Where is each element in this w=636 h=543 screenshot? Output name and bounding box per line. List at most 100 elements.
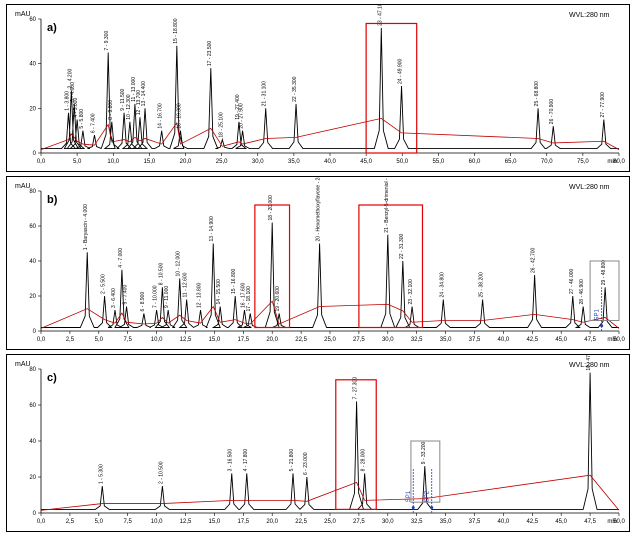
xaxis-label: min: [607, 337, 617, 343]
peak-label: 27 - 46.000: [569, 268, 575, 294]
peak-label: 17 - 23.500: [207, 41, 213, 67]
xtick-label: 60,0: [469, 159, 481, 165]
xtick-label: 5,0: [95, 519, 104, 525]
xtick-label: 40,0: [324, 159, 336, 165]
peak-label: 22 - 31.300: [399, 233, 405, 259]
ytick-label: 20: [29, 106, 36, 112]
panel-c: c)mAUWVL:280 nm0,02,55,07,510,012,515,01…: [6, 354, 630, 532]
peak-label: 2 - 5.500: [101, 274, 107, 294]
peak-label: 8 - 10.500: [158, 263, 164, 286]
peak-label: 6 - 23.000: [303, 452, 309, 475]
xtick-label: 45,0: [555, 337, 567, 343]
peak-label: 13 - 14.900: [209, 216, 215, 242]
xtick-label: 17,5: [237, 519, 249, 525]
ytick-label: 40: [29, 259, 36, 265]
xtick-label: 55,0: [433, 159, 445, 165]
peak-label: 24 - 49.900: [398, 58, 404, 84]
xtick-label: 47,5: [584, 337, 596, 343]
xtick-label: 45,0: [360, 159, 372, 165]
xaxis-label: min: [607, 519, 617, 525]
peak-label: 19 - 20.600: [275, 286, 281, 312]
peak-label: 23 - 47.100: [377, 5, 383, 26]
xtick-label: 30,0: [382, 519, 394, 525]
peak-label: 24 - 34.800: [439, 272, 445, 298]
ytick-label: 60: [29, 403, 36, 409]
ytick-label: 20: [29, 294, 36, 300]
xtick-label: 40,0: [498, 337, 510, 343]
trace-main: [41, 373, 619, 510]
ytick-label: 80: [29, 367, 36, 373]
peak-label: 3 - 6.400: [111, 288, 117, 308]
peak-label: 26 - 42.700: [531, 247, 537, 273]
xtick-label: 20,0: [180, 159, 192, 165]
xtick-label: 17,5: [237, 337, 249, 343]
peak-label: 10 - 12.000: [176, 251, 182, 277]
xtick-label: 0,0: [37, 159, 46, 165]
xtick-label: 45,0: [555, 519, 567, 525]
panel-label: a): [47, 22, 57, 34]
peak-label: 9 - 11.000: [164, 286, 170, 308]
xtick-label: 5,0: [95, 337, 104, 343]
trace-secondary: [41, 475, 619, 510]
chromatogram-a: a)mAUWVL:280 nm0,05,010,015,020,025,030,…: [7, 5, 629, 171]
peak-label: 27 - 77.900: [600, 92, 606, 118]
ytick-label: 20: [29, 475, 36, 481]
peak-label: 2 - 10.500: [158, 461, 164, 484]
ytick-label: 60: [29, 224, 36, 230]
peak-label: 23 - 32.100: [408, 279, 414, 305]
xtick-label: 15,0: [209, 519, 221, 525]
xtick-label: 47,5: [584, 519, 596, 525]
peak-label: 11 - 12.600: [183, 272, 189, 297]
xtick-label: 22,5: [295, 337, 307, 343]
peak-label: 5 - 21.800: [289, 449, 295, 472]
xtick-label: 42,5: [526, 519, 538, 525]
xtick-label: 10,0: [151, 519, 163, 525]
wavelength-label: WVL:280 nm: [569, 12, 610, 19]
xtick-label: 22,5: [295, 519, 307, 525]
xtick-label: 40,0: [498, 519, 510, 525]
peak-label: 18 - 20.000: [268, 195, 274, 221]
peak-label: 1 - Baryascin - 4.000: [83, 204, 89, 250]
peak-label: 3 - 16.500: [228, 449, 234, 472]
xtick-label: 12,5: [180, 337, 192, 343]
peak-label: 17 - 18.100: [246, 286, 252, 312]
spike-label: SP1: [595, 308, 601, 320]
peak-label: 21 - 31.100: [262, 81, 268, 107]
peak-label: 13 - 14.400: [141, 81, 147, 107]
xtick-label: 75,0: [577, 159, 589, 165]
xtick-label: 37,5: [469, 337, 481, 343]
peak-label: 6 - 7.400: [90, 113, 96, 133]
xtick-label: 27,5: [353, 519, 365, 525]
peak-label: 10 - 47.500: [586, 355, 592, 371]
xtick-label: 0,0: [37, 337, 46, 343]
highlight-box: [359, 205, 423, 328]
xtick-label: 65,0: [505, 159, 517, 165]
peak-label: 25 - 68.800: [534, 81, 540, 107]
peak-label: 8 - 9.800: [108, 100, 114, 120]
ytick-label: 0: [33, 329, 37, 335]
peak-label: 5 - 7.400: [123, 285, 129, 305]
yaxis-label: mAU: [15, 361, 31, 368]
xtick-label: 25,0: [216, 159, 228, 165]
peak-label: 18 - 25.100: [218, 112, 224, 138]
xtick-label: 27,5: [353, 337, 365, 343]
xtick-label: 32,5: [411, 519, 423, 525]
peak-label: 1 - 5.300: [98, 464, 104, 484]
yaxis-label: mAU: [15, 11, 31, 18]
xtick-label: 35,0: [288, 159, 300, 165]
peak-label: 9 - 33.200: [421, 441, 427, 464]
peak-label: 7 - 9.300: [104, 31, 110, 51]
peak-label: 28 - 46.900: [579, 279, 585, 305]
peak-label: 12 - 13.800: [197, 282, 203, 308]
xtick-label: 12,5: [180, 519, 192, 525]
peak-label: 22 - 35.300: [292, 76, 298, 102]
xaxis-label: min: [607, 159, 617, 165]
xtick-label: 2,5: [66, 519, 75, 525]
chromatogram-c: c)mAUWVL:280 nm0,02,55,07,510,012,515,01…: [7, 355, 629, 531]
xtick-label: 25,0: [324, 519, 336, 525]
panel-a: a)mAUWVL:280 nm0,05,010,015,020,025,030,…: [6, 4, 630, 172]
xtick-label: 15,0: [144, 159, 156, 165]
xtick-label: 35,0: [440, 337, 452, 343]
xtick-label: 2,5: [66, 337, 75, 343]
trace-main: [41, 223, 619, 328]
